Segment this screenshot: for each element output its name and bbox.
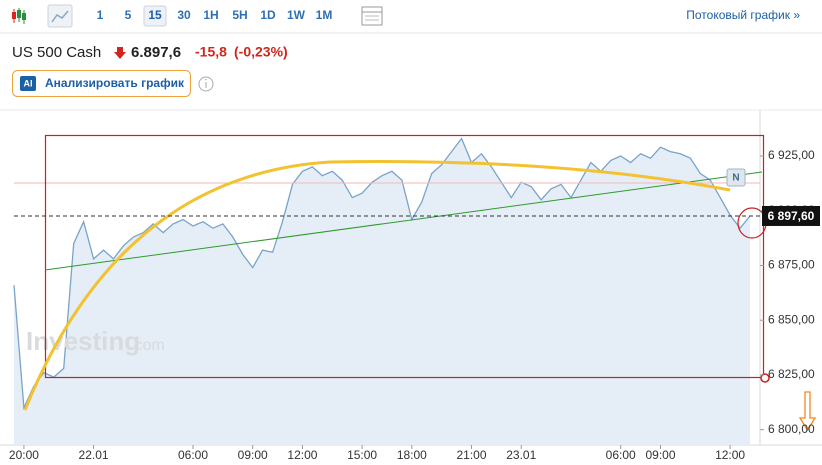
ai-badge: AI [24, 78, 33, 88]
y-tick-label: 6 925,00 [768, 148, 815, 162]
symbol: US 500 Cash [12, 44, 101, 61]
price-line [13, 137, 751, 411]
interval[interactable]: 5 [125, 8, 132, 22]
down-arrow [114, 47, 126, 59]
interval[interactable]: 1H [203, 8, 218, 22]
interval[interactable]: 1W [287, 8, 306, 22]
x-tick-label: 09:00 [645, 448, 675, 462]
interval[interactable]: 1M [316, 8, 333, 22]
table-icon[interactable] [361, 6, 383, 26]
marker-label: N [732, 173, 739, 184]
interval-active [143, 5, 167, 27]
x-tick-label: 22.01 [79, 448, 109, 462]
chart-type-candles[interactable] [8, 5, 30, 27]
x-tick-label: 09:00 [238, 448, 268, 462]
watermark-suffix: .com [130, 337, 165, 354]
analyze-button[interactable]: AI Анализировать график [12, 70, 191, 97]
x-tick-label: 18:00 [397, 448, 427, 462]
plot [13, 137, 751, 445]
info-icon[interactable] [198, 76, 214, 92]
area-fill [14, 138, 750, 445]
watermark: Investing [26, 326, 140, 356]
x-tick-label: 21:00 [456, 448, 486, 462]
x-tick-label: 12:00 [715, 448, 745, 462]
analyze-label: Анализировать график [45, 76, 185, 90]
price: 6.897,6 [131, 44, 181, 61]
change-pct: (-0,23%) [234, 44, 288, 60]
stream-link[interactable]: Потоковый график » [686, 8, 800, 22]
change: -15,8 [195, 44, 227, 60]
y-tick-label: 6 825,00 [768, 367, 815, 381]
trend-line [44, 171, 763, 271]
interval[interactable]: 15 [148, 8, 162, 22]
x-tick-label: 12:00 [287, 448, 317, 462]
chart-type-area[interactable] [47, 4, 73, 28]
x-tick-label: 23.01 [506, 448, 536, 462]
x-tick-label: 20:00 [9, 448, 39, 462]
red-circle [737, 207, 767, 239]
x-tick-label: 06:00 [178, 448, 208, 462]
y-tick-label: 6 850,00 [768, 312, 815, 326]
orange-arrow [798, 391, 817, 432]
interval[interactable]: 5H [232, 8, 247, 22]
x-tick-label: 06:00 [606, 448, 636, 462]
yellow-curve [23, 160, 731, 411]
interval[interactable]: 30 [177, 8, 191, 22]
last-price-label: 6 897,60 [768, 209, 815, 223]
x-tick-label: 15:00 [347, 448, 377, 462]
red-dot [760, 373, 770, 383]
y-tick-label: 6 875,00 [768, 258, 815, 272]
interval[interactable]: 1D [260, 8, 276, 22]
marker: N [726, 168, 746, 187]
interval[interactable]: 1 [97, 8, 104, 22]
y-tick-label: 6 800,00 [768, 422, 815, 436]
last-price-box [762, 205, 820, 226]
red-box [44, 134, 765, 379]
